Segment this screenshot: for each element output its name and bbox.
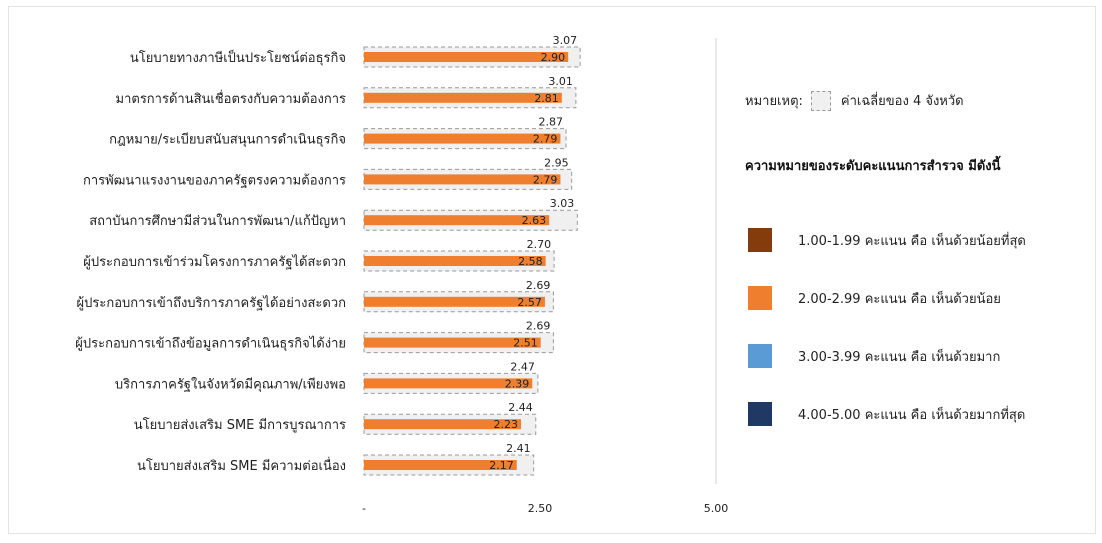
bar-value-label: 2.23 — [493, 418, 518, 431]
note-label: หมายเหตุ: — [745, 94, 803, 109]
legend-swatch — [748, 344, 772, 368]
category-label: ผู้ประกอบการเข้าถึงข้อมูลการดำเนินธุรกิจ… — [75, 336, 346, 352]
bar — [364, 133, 561, 144]
bar-value-label: 2.90 — [541, 51, 566, 64]
average-value-label: 2.95 — [544, 156, 569, 169]
bar — [364, 378, 533, 389]
bar — [364, 460, 517, 470]
bar — [364, 174, 561, 185]
average-value-label: 2.69 — [526, 320, 551, 333]
bar-value-label: 2.81 — [534, 92, 559, 105]
bar-value-label: 2.79 — [533, 133, 558, 146]
average-value-label: 2.44 — [508, 401, 533, 414]
category-label: สถาบันการศึกษามีส่วนในการพัฒนา/แก้ปัญหา — [89, 213, 346, 229]
category-label: ผู้ประกอบการเข้าถึงบริการภาครัฐได้อย่างส… — [77, 295, 346, 311]
average-value-label: 2.87 — [539, 116, 564, 129]
average-value-label: 2.69 — [526, 279, 551, 292]
x-tick-label: - — [362, 502, 366, 515]
bar — [364, 52, 569, 62]
legend-label: 1.00-1.99 คะแนน คือ เห็นด้วยน้อยที่สุด — [798, 233, 1026, 249]
average-value-label: 3.01 — [548, 75, 573, 88]
average-value-label: 2.70 — [527, 238, 552, 251]
average-value-label: 3.03 — [550, 197, 575, 210]
legend-label: 4.00-5.00 คะแนน คือ เห็นด้วยมากที่สุด — [798, 407, 1026, 423]
bar — [364, 337, 541, 348]
bar-value-label: 2.51 — [513, 337, 538, 350]
bar — [364, 92, 562, 103]
note-text: ค่าเฉลี่ยของ 4 จังหวัด — [840, 94, 964, 109]
bar — [364, 296, 545, 307]
bar-value-label: 2.39 — [505, 377, 530, 390]
bar-value-label: 2.57 — [517, 296, 542, 309]
category-label: นโยบายทางภาษีเป็นประโยชน์ต่อธุรกิจ — [130, 48, 346, 66]
bar-value-label: 2.58 — [518, 255, 543, 268]
bar — [364, 215, 550, 226]
legend-item-highest: 4.00-5.00 คะแนน คือ เห็นด้วยมากที่สุด — [748, 402, 1025, 426]
legend-item-high: 3.00-3.99 คะแนน คือ เห็นด้วยมาก — [748, 344, 1000, 368]
legend-item-lowest: 1.00-1.99 คะแนน คือ เห็นด้วยน้อยที่สุด — [748, 228, 1026, 252]
average-value-label: 2.41 — [506, 442, 531, 455]
bar — [364, 256, 546, 266]
category-label: มาตรการด้านสินเชื่อตรงกับความต้องการ — [116, 90, 347, 107]
category-label: การพัฒนาแรงงานของภาครัฐตรงความต้องการ — [83, 173, 346, 188]
bar — [364, 419, 521, 430]
bar-value-label: 2.17 — [489, 459, 514, 472]
category-label: ผู้ประกอบการเข้าร่วมโครงการภาครัฐได้สะดว… — [83, 254, 346, 270]
legend-swatch — [748, 286, 772, 310]
legend-label: 3.00-3.99 คะแนน คือ เห็นด้วยมาก — [798, 349, 1001, 365]
legend-title: ความหมายของระดับคะแนนการสำรวจ มีดังนี้ — [745, 159, 1001, 174]
bars — [364, 52, 569, 470]
legend-label: 2.00-2.99 คะแนน คือ เห็นด้วยน้อย — [798, 291, 1001, 307]
x-axis-ticks: - 2.50 5.00 — [362, 502, 728, 515]
x-tick-label: 5.00 — [704, 502, 729, 515]
average-value-label: 2.47 — [510, 360, 535, 373]
average-swatch — [810, 90, 831, 111]
category-label: นโยบายส่งเสริม SME มีการบูรณาการ — [134, 417, 346, 433]
x-tick-label: 2.50 — [528, 502, 553, 515]
legend-swatch — [748, 228, 772, 252]
legend-swatch — [748, 402, 772, 426]
legend-item-low: 2.00-2.99 คะแนน คือ เห็นด้วยน้อย — [748, 286, 1001, 310]
bar-value-label: 2.63 — [522, 214, 547, 227]
category-label: บริการภาครัฐในจังหวัดมีคุณภาพ/เพียงพอ — [115, 376, 346, 392]
category-labels: นโยบายทางภาษีเป็นประโยชน์ต่อธุรกิจมาตรกา… — [75, 48, 346, 474]
note: หมายเหตุ: ค่าเฉลี่ยของ 4 จังหวัด — [745, 90, 964, 111]
average-value-label: 3.07 — [553, 34, 578, 47]
bar-value-label: 2.79 — [533, 173, 558, 186]
category-label: นโยบายส่งเสริม SME มีความต่อเนื่อง — [137, 457, 346, 474]
category-label: กฎหมาย/ระเบียบสนับสนุนการดำเนินธุรกิจ — [109, 132, 346, 148]
value-labels: 2.90 3.07 2.81 3.01 2.79 2.87 2.79 2.95 2.633.03… — [489, 34, 577, 472]
